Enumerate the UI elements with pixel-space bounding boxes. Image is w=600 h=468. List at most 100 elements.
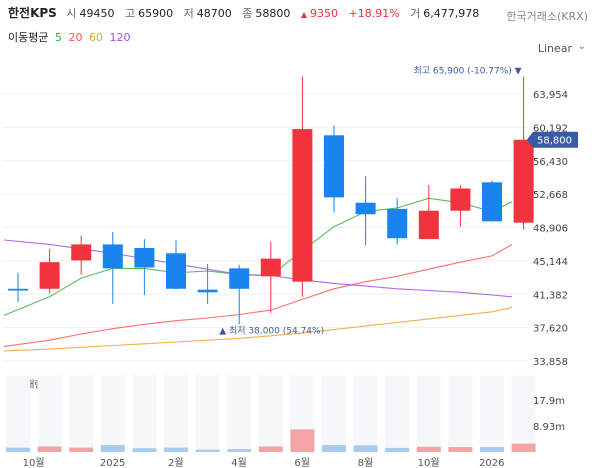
current-price-label: 58,800 (537, 136, 572, 147)
volume-panel-bg (322, 375, 346, 452)
high-label: 고 (124, 7, 136, 20)
x-tick-label: 6월 (294, 457, 310, 468)
y-tick-label: 41,382 (533, 290, 568, 301)
price-header: 한전KPS 시 49450 고 65900 저 48700 종 58800 ▲ 9350 … (8, 4, 592, 24)
volume-bar (100, 445, 125, 452)
annotations: 최고 65,900 (-10.77%) ▼ ▲ 최저 38,000 (54.74%… (219, 66, 521, 337)
candle (418, 184, 439, 240)
min-price-annotation: ▲ 최저 38,000 (54.74%) (219, 325, 324, 336)
y-tick-label: 60,192 (533, 123, 568, 134)
candle-body (229, 268, 250, 289)
candle-body (482, 182, 502, 222)
volume-panel-bg (195, 375, 220, 452)
ma-period-20: 20 (68, 31, 83, 44)
candle-body (292, 129, 313, 282)
y-tick-label: 63,954 (533, 90, 568, 101)
candle (39, 248, 60, 294)
volume-bar (227, 449, 252, 452)
volume-value: 6,477,978 (423, 7, 480, 20)
up-triangle-icon: ▲ (300, 10, 307, 19)
candle-body (8, 288, 28, 291)
volume-panel-bg (37, 375, 62, 452)
candle (482, 180, 502, 222)
scale-selector[interactable]: Linear ⌄ (538, 41, 586, 55)
volume-panel-bg (164, 375, 188, 452)
volume-panel-bg (416, 375, 441, 452)
volume-panel-bg (100, 375, 125, 452)
volume-bar (37, 446, 62, 452)
volume-panel-bg (227, 375, 252, 452)
candle-body (450, 188, 471, 211)
volume-panel-bg (448, 375, 473, 452)
candle (134, 239, 155, 295)
change-pct: +18.91% (348, 7, 400, 20)
volume-panel-bg (480, 375, 504, 452)
y-tick-label: 33,858 (533, 357, 568, 368)
candle-body (197, 289, 218, 293)
x-tick-label: 10월 (23, 457, 45, 468)
change-value: 9350 (309, 7, 338, 20)
x-tick-label: 4월 (231, 457, 247, 468)
volume-panel-bg (6, 375, 30, 452)
open-value: 49450 (79, 7, 115, 20)
candles (8, 76, 534, 325)
chevron-down-icon: ⌄ (577, 41, 586, 52)
x-tick-label: 2월 (168, 457, 184, 468)
volume-label: 거 (410, 7, 421, 20)
volume-bar (6, 447, 30, 452)
volume-panel-bg (258, 375, 283, 452)
close-label: 종 (242, 7, 253, 20)
candle (197, 263, 218, 304)
volume-panel-bg (132, 375, 157, 452)
x-tick-label: 2026 (479, 458, 504, 468)
candle-body (355, 202, 376, 215)
candle (8, 272, 28, 303)
volume-bar (353, 445, 378, 452)
low-value: 48700 (196, 7, 232, 20)
volume-bar (195, 449, 220, 452)
candle (229, 264, 250, 325)
candle-body (71, 244, 92, 261)
y-tick-label: 48,906 (533, 224, 568, 235)
candle (387, 198, 408, 245)
volume-bar (480, 447, 504, 452)
volume-bar (69, 447, 94, 452)
candle-body (39, 262, 60, 289)
candle (260, 241, 281, 313)
x-tick-label: 8월 (358, 457, 374, 468)
moving-average-label: 이동평균 (8, 31, 49, 44)
candle-body (134, 247, 155, 268)
y-tick-label: 56,430 (533, 157, 568, 168)
volume-bar (322, 445, 346, 452)
candle-body (260, 258, 281, 277)
volume-bar (258, 446, 283, 452)
candle (355, 176, 376, 246)
open-label: 시 (66, 7, 77, 20)
ma-period-60: 60 (88, 31, 103, 44)
volume-bar (290, 429, 315, 452)
candle (166, 239, 186, 290)
x-axis: 10월 2025 2월 4월 6월 8월 10월 2026 (23, 457, 505, 468)
volume-bar (416, 446, 441, 452)
ma-line-60 (3, 306, 513, 352)
close-value: 58800 (255, 7, 291, 20)
current-price-badge (527, 131, 578, 148)
market-name: 한국거래소(KRX) (506, 10, 588, 23)
volume-bar (164, 447, 188, 452)
volume-bar (448, 447, 473, 452)
moving-average-legend[interactable]: 이동평균 5 20 60 120 (8, 29, 133, 45)
candle (513, 76, 534, 230)
candle (450, 184, 471, 227)
volume-panel-bg (69, 375, 94, 452)
candle (71, 235, 92, 275)
volume-panel-bg (511, 375, 536, 452)
grid (2, 93, 527, 362)
stock-name[interactable]: 한전KPS (8, 6, 57, 20)
volume-panel-bg (353, 375, 378, 452)
ma-period-120: 120 (109, 31, 131, 44)
volume-bar (511, 443, 536, 452)
y-axis: 63,954 60,192 56,430 52,668 48,906 45,144 41,3… (527, 90, 578, 368)
y-tick-label: 52,668 (533, 190, 568, 201)
candle-body (166, 253, 186, 289)
